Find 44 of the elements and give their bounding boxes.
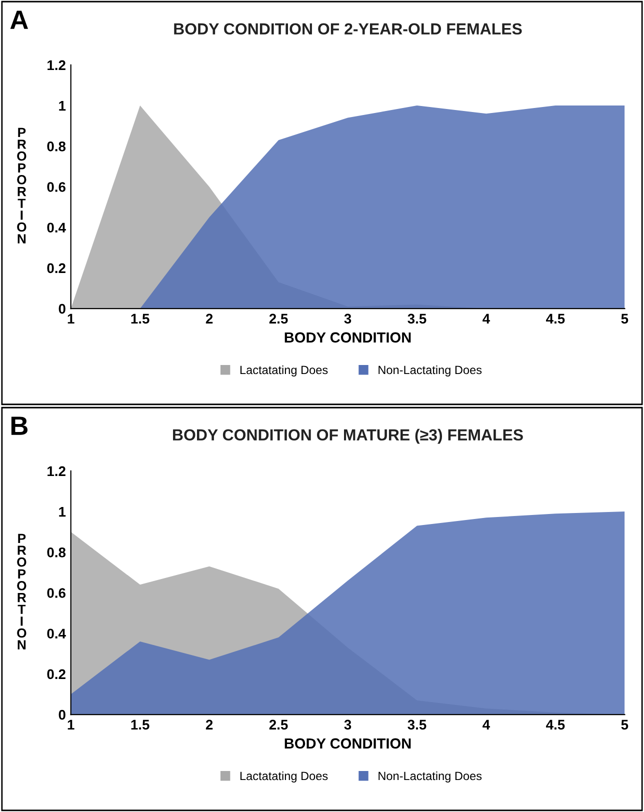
x-tick-label: 2 — [206, 314, 213, 324]
x-axis-title: BODY CONDITION — [284, 332, 411, 343]
y-tick-label: 0.8 — [47, 141, 66, 152]
text: A — [10, 10, 28, 29]
x-tick-label: 1 — [68, 314, 74, 324]
y-tick-label: 0.6 — [47, 182, 66, 192]
chart-title: BODY CONDITION OF MATURE (≥3) FEMALES — [173, 428, 523, 444]
x-tick-label: 3.5 — [408, 720, 426, 730]
x-tick-label: 4.5 — [546, 314, 565, 324]
x-tick-label: 3 — [344, 314, 352, 324]
y-tick-label: 1.2 — [48, 60, 66, 70]
x-axis-title: BODY CONDITION — [284, 738, 411, 749]
x-tick-label: 3 — [344, 720, 352, 730]
y-tick-label: 0 — [58, 304, 66, 314]
y-tick-label: 0.4 — [47, 628, 66, 639]
y-tick-label: 0.8 — [47, 547, 66, 558]
x-tick-label: 4 — [482, 720, 490, 730]
x-tick-label: 5 — [621, 720, 628, 730]
x-tick-label: 1 — [68, 720, 74, 730]
text: PROPORTION — [17, 128, 26, 244]
legend-label: Non-Lactating Does — [378, 365, 482, 376]
x-tick-label: 4.5 — [546, 720, 565, 730]
x-tick-label: 2.5 — [269, 720, 288, 730]
x-tick-label: 1.5 — [131, 314, 150, 324]
y-tick-label: 0.2 — [47, 669, 66, 680]
x-tick-label: 3.5 — [408, 314, 426, 324]
x-tick-label: 2 — [206, 720, 213, 730]
x-tick-label: 5 — [621, 314, 628, 324]
x-tick-label: 1.5 — [131, 720, 150, 730]
x-tick-label: 4 — [482, 314, 490, 324]
text: PROPORTION — [17, 534, 26, 650]
y-tick-label: 1.2 — [48, 466, 66, 476]
x-tick-label: 2.5 — [269, 314, 288, 324]
y-tick-label: 0.6 — [47, 588, 66, 598]
y-tick-label: 0.2 — [47, 263, 66, 274]
text: B — [11, 416, 28, 435]
y-tick-label: 1 — [59, 101, 66, 111]
y-tick-label: 0.4 — [47, 222, 66, 233]
legend-label: Lactatating Does — [240, 365, 328, 376]
legend-label: Lactatating Does — [240, 771, 328, 782]
y-tick-label: 0 — [58, 710, 66, 720]
chart-title: BODY CONDITION OF 2-YEAR-OLD FEMALES — [174, 23, 522, 35]
legend-label: Non-Lactating Does — [378, 771, 482, 782]
y-tick-label: 1 — [59, 507, 66, 517]
